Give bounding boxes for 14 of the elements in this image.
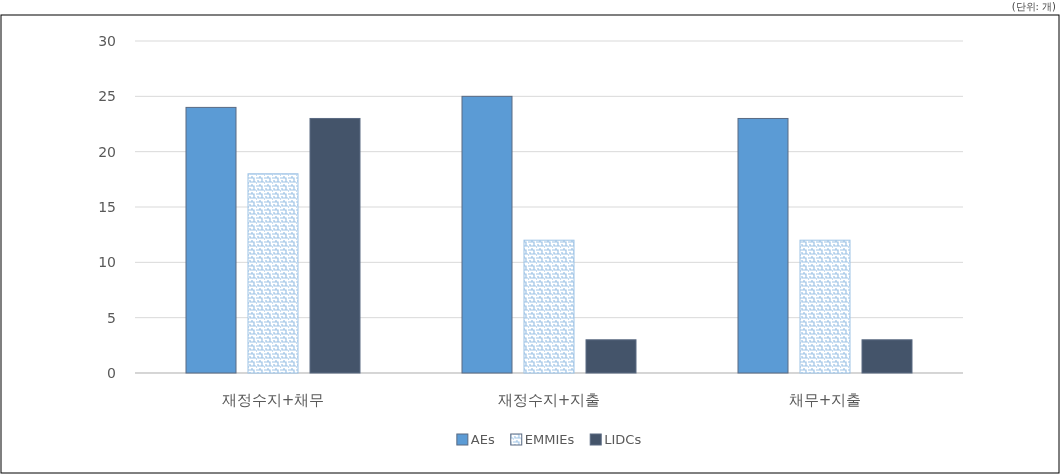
x-tick-label: 재정수지+채무 — [221, 391, 325, 409]
y-tick-label: 10 — [98, 254, 116, 271]
legend-label: AEs — [470, 432, 495, 447]
y-tick-label: 0 — [107, 365, 116, 381]
y-tick-label: 25 — [98, 88, 116, 105]
text: (단위: 개) — [1011, 1, 1057, 12]
legend-label: EMMIEs — [524, 432, 575, 447]
x-tick-label: 채무+지출 — [788, 391, 862, 409]
x-tick-label: 재정수지+지출 — [497, 391, 601, 409]
y-tick-label: 30 — [98, 33, 116, 49]
y-tick-label: 5 — [107, 309, 116, 326]
y-tick-label: 15 — [98, 199, 116, 215]
legend-label: LIDCs — [604, 432, 642, 447]
y-tick-label: 20 — [98, 143, 116, 160]
